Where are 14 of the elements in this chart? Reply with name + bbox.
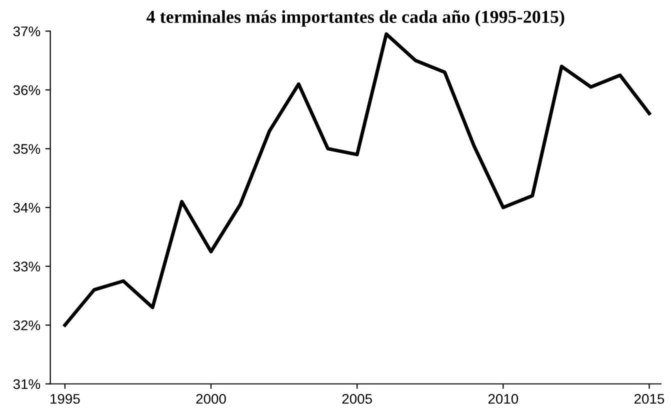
x-tick-label: 2005	[342, 394, 372, 404]
x-tick-label: 2015	[634, 394, 664, 404]
x-tick-label: 2010	[488, 394, 518, 404]
line-series	[63, 32, 651, 327]
y-tick-label: 32%	[13, 320, 40, 330]
y-tick-label: 37%	[13, 26, 40, 36]
y-tick-label: 35%	[13, 144, 40, 154]
y-tick-label: 34%	[13, 202, 40, 213]
chart-title: 4 terminales más importantes de cada año (1995-2015)	[146, 10, 564, 27]
x-tick-label: 2000	[196, 394, 226, 404]
x-tick-label: 1995	[50, 394, 80, 404]
y-tick-label: 36%	[13, 85, 40, 96]
y-tick-label: 31%	[13, 379, 40, 390]
y-tick-label: 33%	[13, 262, 40, 272]
